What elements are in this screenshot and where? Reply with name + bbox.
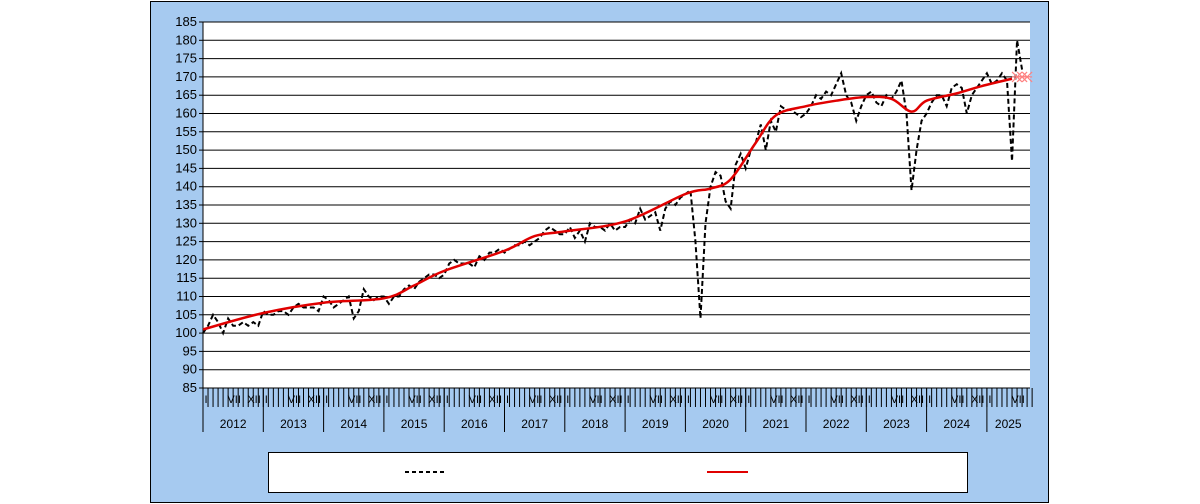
x-year-label: 2022 (823, 417, 850, 431)
x-month-label: VII (227, 394, 240, 406)
x-month-label: VII (891, 394, 904, 406)
x-month-label: VII (348, 394, 361, 406)
x-year-label: 2024 (943, 417, 970, 431)
y-tick-label: 135 (175, 197, 197, 212)
x-year-label: 2020 (702, 417, 729, 431)
x-month-label: VII (951, 394, 964, 406)
x-month-label: I (446, 394, 449, 406)
y-tick-label: 125 (175, 234, 197, 249)
x-year-label: 2025 (995, 417, 1022, 431)
x-year-label: 2023 (883, 417, 910, 431)
x-month-label: I (687, 394, 690, 406)
x-month-label: XII (428, 394, 441, 406)
x-month-label: I (566, 394, 569, 406)
y-tick-label: 140 (175, 179, 197, 194)
x-month-label: XII (790, 394, 803, 406)
y-tick-label: 185 (175, 14, 197, 29)
x-month-label: I (385, 394, 388, 406)
x-year-label: 2021 (762, 417, 789, 431)
x-year-label: 2019 (642, 417, 669, 431)
y-tick-label: 85 (183, 380, 197, 395)
x-month-label: XII (971, 394, 984, 406)
legend-box (268, 452, 968, 493)
x-month-label: VII (1011, 394, 1024, 406)
y-tick-label: 175 (175, 51, 197, 66)
x-month-label: XII (549, 394, 562, 406)
y-tick-label: 145 (175, 160, 197, 175)
y-tick-label: 100 (175, 325, 197, 340)
x-month-label: I (747, 394, 750, 406)
x-year-label: 2014 (340, 417, 367, 431)
y-tick-label: 180 (175, 32, 197, 47)
x-month-label: XII (911, 394, 924, 406)
y-tick-label: 110 (176, 289, 197, 304)
y-tick-label: 160 (175, 106, 197, 121)
x-month-label: VII (710, 394, 723, 406)
x-month-label: XII (730, 394, 743, 406)
x-month-label: I (506, 394, 509, 406)
x-month-label: XII (850, 394, 863, 406)
x-month-label: VII (770, 394, 783, 406)
x-month-label: I (808, 394, 811, 406)
x-month-label: XII (609, 394, 622, 406)
y-tick-label: 105 (175, 307, 197, 322)
x-month-label: VII (288, 394, 301, 406)
x-month-label: I (627, 394, 630, 406)
x-month-label: XII (247, 394, 260, 406)
x-month-label: I (205, 394, 208, 406)
x-month-label: I (868, 394, 871, 406)
y-tick-label: 115 (176, 270, 197, 285)
x-year-label: 2015 (401, 417, 428, 431)
x-axis: I VII XII I VII XII I VII XII I VII XII I VII XII I VII X… (202, 22, 1033, 432)
x-month-label: XII (489, 394, 502, 406)
forecast-marker (1021, 71, 1033, 83)
x-year-label: 2012 (220, 417, 247, 431)
y-tick-label: 170 (175, 69, 197, 84)
x-month-label: VII (529, 394, 542, 406)
gridlines (203, 21, 1030, 389)
y-tick-label: 155 (175, 124, 197, 139)
x-year-label: 2013 (280, 417, 307, 431)
x-month-label: I (988, 394, 991, 406)
y-tick-label: 165 (175, 87, 197, 102)
x-year-label: 2017 (521, 417, 548, 431)
x-month-label: I (928, 394, 931, 406)
x-month-label: XII (308, 394, 321, 406)
x-year-label: 2018 (582, 417, 609, 431)
legend (268, 452, 968, 493)
x-month-label: XII (669, 394, 682, 406)
y-tick-label: 95 (183, 343, 197, 358)
y-tick-label: 90 (183, 362, 197, 377)
y-tick-label: 120 (175, 252, 197, 267)
x-month-label: VII (469, 394, 482, 406)
x-year-label: 2016 (461, 417, 488, 431)
x-month-label: VII (408, 394, 421, 406)
x-month-label: I (325, 394, 328, 406)
x-month-label: I (265, 394, 268, 406)
x-month-label: VII (650, 394, 663, 406)
y-axis: 85 90 95 100 105 110 115 120 125 130 135 140 145 150 1… (175, 14, 203, 395)
x-month-label: VII (589, 394, 602, 406)
series-layer (202, 40, 1033, 336)
series-trend-line (202, 77, 1013, 331)
y-tick-label: 150 (175, 142, 197, 157)
y-tick-label: 130 (175, 215, 197, 230)
x-month-label: VII (830, 394, 843, 406)
x-month-label: XII (368, 394, 381, 406)
